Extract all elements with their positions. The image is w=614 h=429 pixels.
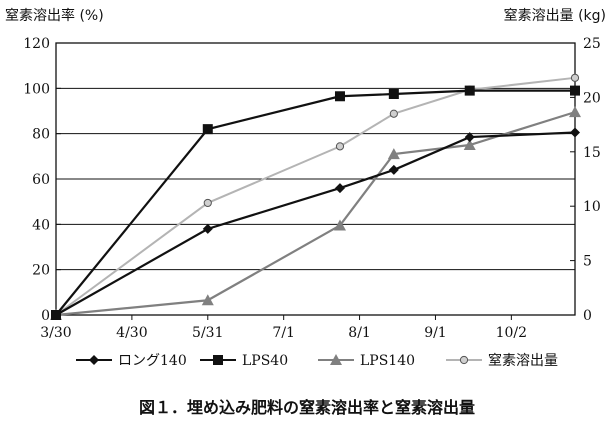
series-triangle xyxy=(50,106,581,320)
left-tick-label: 100 xyxy=(23,81,50,97)
x-tick-label: 10/2 xyxy=(496,325,527,341)
legend-marker xyxy=(330,354,342,365)
figure-caption: 図１．埋め込み肥料の窒素溶出率と窒素溶出量 xyxy=(138,398,475,417)
x-tick-label: 5/31 xyxy=(192,325,223,341)
left-tick-label: 0 xyxy=(41,308,50,324)
right-tick-label: 10 xyxy=(583,199,601,215)
data-point xyxy=(463,139,476,150)
left-tick-label: 60 xyxy=(32,172,50,188)
data-point xyxy=(570,73,580,82)
legend: ロング140 LPS40 LPS140 窒素溶出量 xyxy=(76,352,558,369)
legend-marker xyxy=(459,355,469,365)
series-line xyxy=(55,89,575,316)
legend-marker xyxy=(89,355,99,365)
x-tick-label: 4/30 xyxy=(116,325,147,341)
right-tick-label: 20 xyxy=(583,90,601,106)
x-tick-label: 9/1 xyxy=(424,325,447,341)
legend-item: LPS40 xyxy=(200,353,288,369)
legend-label: LPS40 xyxy=(242,353,288,369)
data-point xyxy=(464,132,475,143)
data-point xyxy=(569,106,581,118)
right-axis: 0 5 10 15 20 25 xyxy=(570,36,601,324)
left-tick-label: 80 xyxy=(32,127,50,143)
left-axis: 0 20 40 60 80 100 120 xyxy=(23,36,61,324)
series-line xyxy=(55,111,576,317)
data-point xyxy=(201,294,214,306)
data-point xyxy=(387,148,400,160)
legend-label: ロング140 xyxy=(118,353,187,369)
left-tick-label: 20 xyxy=(32,263,50,279)
left-tick-label: 120 xyxy=(23,36,50,52)
data-point xyxy=(570,127,580,138)
left-tick-label: 40 xyxy=(32,217,50,233)
data-point xyxy=(333,219,346,231)
data-point xyxy=(464,85,475,96)
data-point xyxy=(51,310,61,320)
data-point xyxy=(203,198,212,208)
data-point xyxy=(388,164,399,175)
right-tick-label: 15 xyxy=(583,145,601,161)
legend-item: ロング140 xyxy=(76,353,187,369)
series-line xyxy=(55,131,576,316)
series-group xyxy=(50,73,581,320)
legend-label: LPS140 xyxy=(360,353,415,369)
data-point xyxy=(570,85,580,96)
data-point xyxy=(388,89,399,99)
data-point xyxy=(335,142,345,151)
data-point xyxy=(202,223,213,234)
x-tick-label: 8/1 xyxy=(348,325,371,341)
legend-item: LPS140 xyxy=(318,353,415,369)
data-point xyxy=(389,109,398,118)
right-tick-label: 0 xyxy=(583,308,592,324)
x-tick-label: 7/1 xyxy=(272,325,295,341)
data-point xyxy=(202,124,213,135)
data-point xyxy=(334,91,345,102)
right-tick-label: 25 xyxy=(583,36,601,52)
right-tick-label: 5 xyxy=(583,254,592,270)
x-tick-label: 3/30 xyxy=(40,325,71,341)
data-point xyxy=(334,183,345,194)
legend-label: 窒素溶出量 xyxy=(488,352,558,369)
x-axis: 3/30 4/30 5/31 7/1 8/1 9/1 10/2 xyxy=(40,315,527,341)
legend-item: 窒素溶出量 xyxy=(446,352,558,369)
series-line xyxy=(55,76,576,316)
series-square xyxy=(51,85,580,320)
gridlines xyxy=(56,87,575,271)
right-axis-title: 窒素溶出量 (kg) xyxy=(504,7,606,24)
left-axis-title: 窒素溶出率 (%) xyxy=(5,7,104,24)
legend-marker xyxy=(213,355,223,365)
